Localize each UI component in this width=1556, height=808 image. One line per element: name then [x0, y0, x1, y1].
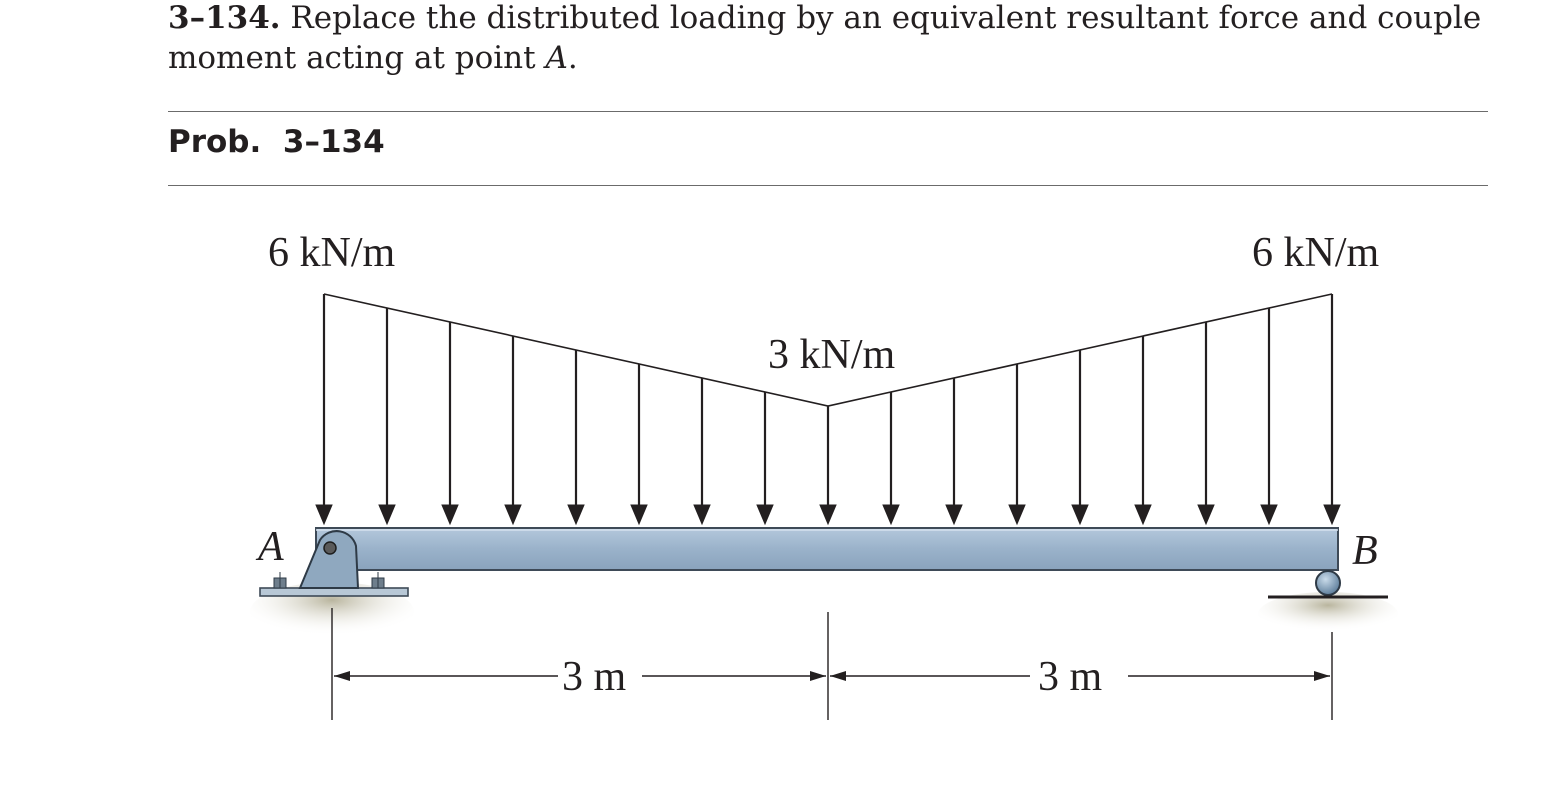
- figure-caption: Prob. 3–134: [168, 124, 385, 160]
- dim-arrowhead: [830, 671, 846, 681]
- load-arrow: [945, 378, 963, 526]
- load-arrow: [1323, 294, 1341, 526]
- load-arrow: [441, 322, 459, 526]
- load-arrow: [567, 350, 585, 526]
- load-label-mid: 3 kN/m: [768, 332, 896, 378]
- caption-prefix: Prob.: [168, 124, 262, 160]
- load-arrow: [819, 406, 837, 526]
- ground-shadow-right: [1258, 592, 1398, 636]
- load-arrow: [1134, 336, 1152, 526]
- support-label-a: A: [255, 524, 284, 570]
- problem-statement: 3–134. Replace the distributed loading b…: [168, 0, 1498, 78]
- load-label-left: 6 kN/m: [268, 230, 396, 276]
- pin-support: [259, 530, 409, 597]
- dim-arrowhead: [810, 671, 826, 681]
- bolt-icon: [273, 572, 385, 589]
- roller-support: [1268, 570, 1388, 599]
- load-label-right: 6 kN/m: [1252, 230, 1380, 276]
- top-rule: [168, 111, 1488, 112]
- dimension-lines: [331, 608, 1333, 720]
- load-arrow: [630, 364, 648, 526]
- caption-number: 3–134: [282, 124, 385, 160]
- load-arrow: [1008, 364, 1026, 526]
- load-arrow: [315, 294, 333, 526]
- load-arrow: [1197, 322, 1215, 526]
- problem-point: A: [545, 40, 568, 76]
- dim-arrowhead: [334, 671, 350, 681]
- load-arrow: [1260, 308, 1278, 526]
- pin-icon: [323, 541, 337, 555]
- support-label-b: B: [1352, 528, 1378, 574]
- dimension-label-right: 3 m: [1038, 654, 1103, 700]
- load-arrow: [1071, 350, 1089, 526]
- load-arrow: [756, 392, 774, 526]
- roller-icon: [1315, 570, 1341, 596]
- dim-arrowhead: [1314, 671, 1330, 681]
- load-arrows: [315, 294, 1341, 526]
- beam-diagram: 6 kN/m 3 kN/m 6 kN/m A B 3 m: [250, 230, 1398, 720]
- problem-text: Replace the distributed loading by an eq…: [168, 0, 1482, 76]
- problem-text-end: .: [567, 40, 578, 76]
- load-arrow: [693, 378, 711, 526]
- load-arrow: [378, 308, 396, 526]
- problem-number: 3–134.: [168, 0, 281, 36]
- bottom-rule: [168, 185, 1488, 186]
- beam: [315, 527, 1339, 571]
- load-arrow: [882, 392, 900, 526]
- load-arrow: [504, 336, 522, 526]
- dimension-label-left: 3 m: [562, 654, 627, 700]
